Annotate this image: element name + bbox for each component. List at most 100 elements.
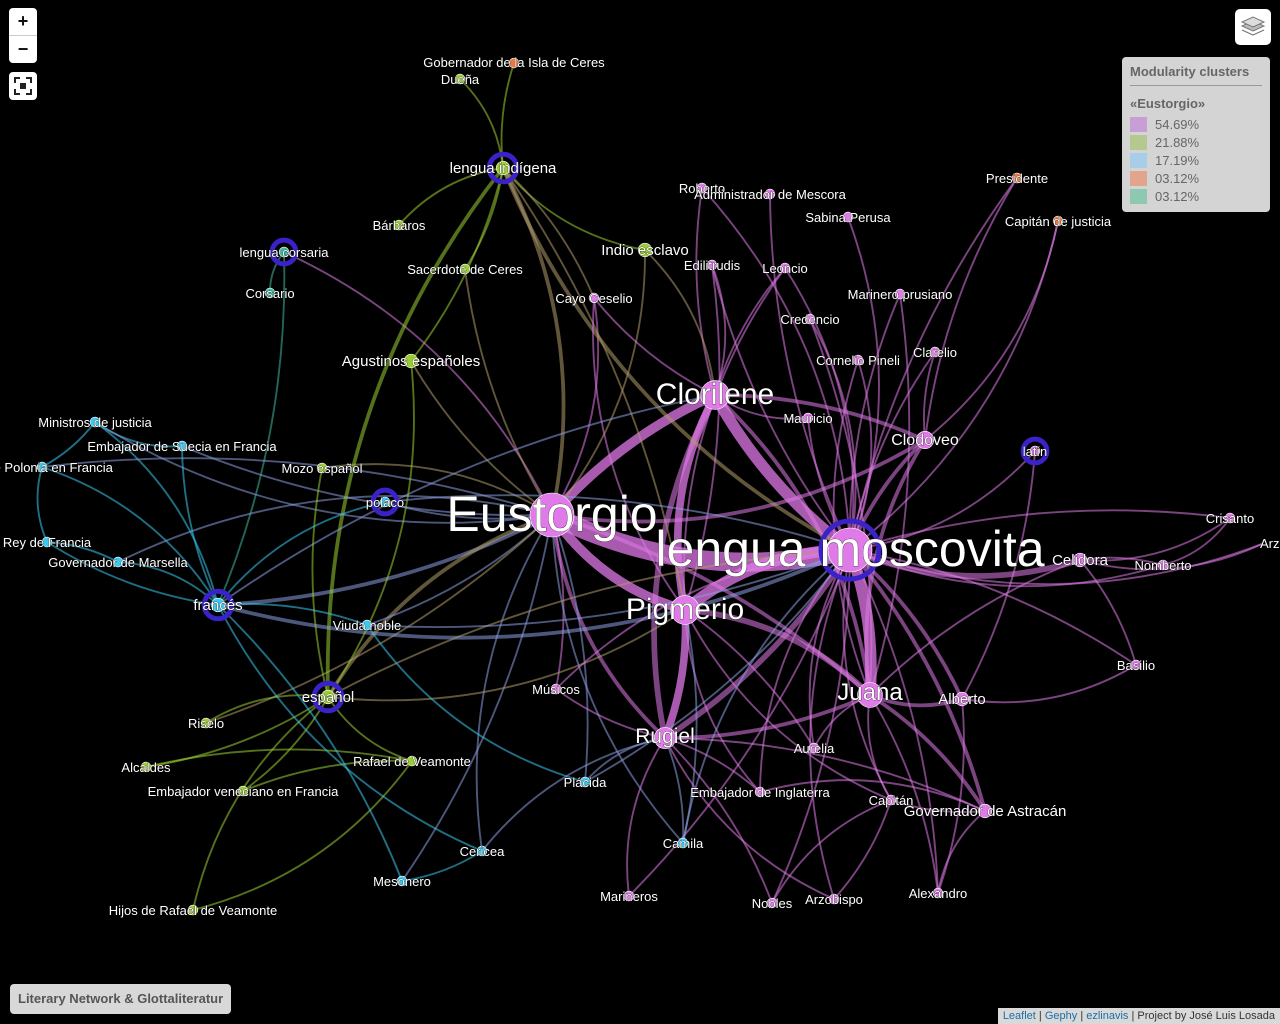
node-embingl[interactable] bbox=[754, 786, 766, 798]
edge-leoncio-pigmerio bbox=[682, 267, 786, 611]
node-mozo[interactable] bbox=[316, 462, 328, 474]
node-label-embingl: Embajador de Inglaterra bbox=[690, 785, 830, 800]
node-cericea[interactable] bbox=[476, 845, 488, 857]
node-polaco[interactable] bbox=[379, 496, 391, 508]
ezlinavis-link[interactable]: ezlinavis bbox=[1086, 1010, 1129, 1022]
node-arzobispo[interactable] bbox=[828, 893, 840, 905]
node-label-indigena: lengua indígena bbox=[450, 160, 557, 177]
node-riselo[interactable] bbox=[200, 717, 212, 729]
edge-eustorgio-camila bbox=[551, 514, 684, 844]
node-juana[interactable] bbox=[857, 682, 883, 708]
legend-item: 03.12% bbox=[1130, 169, 1262, 187]
edge-indigena-pigmerio bbox=[502, 167, 686, 611]
node-capitan[interactable] bbox=[885, 794, 897, 806]
node-alberto[interactable] bbox=[954, 691, 970, 707]
node-clorilene[interactable] bbox=[700, 380, 730, 410]
node-govastra[interactable] bbox=[977, 803, 993, 819]
node-marineros[interactable] bbox=[623, 890, 635, 902]
edge-pigmerio-capitan bbox=[684, 609, 892, 801]
node-embsuecia[interactable] bbox=[176, 440, 188, 452]
node-eustorgio[interactable] bbox=[529, 492, 575, 538]
fullscreen-button[interactable] bbox=[9, 72, 37, 100]
node-marinerop[interactable] bbox=[894, 288, 906, 300]
node-mesonero[interactable] bbox=[396, 875, 408, 887]
edge-viuda-placida bbox=[366, 624, 586, 783]
edge-indigena-indio bbox=[502, 167, 646, 251]
node-ministros[interactable] bbox=[89, 416, 101, 428]
node-frances[interactable] bbox=[210, 597, 226, 613]
node-sabina[interactable] bbox=[842, 211, 854, 223]
node-alexandro[interactable] bbox=[932, 887, 944, 899]
node-cornelio[interactable] bbox=[852, 354, 864, 366]
node-aurelia[interactable] bbox=[808, 742, 820, 754]
node-label-mauricio: Mauricio bbox=[783, 411, 832, 426]
edge-frances-cericea bbox=[217, 604, 483, 852]
edge-moscovita-leoncio bbox=[784, 267, 855, 551]
node-label-clarelio: Clarelio bbox=[913, 345, 957, 360]
node-embpolonia[interactable] bbox=[36, 461, 48, 473]
node-rafael[interactable] bbox=[406, 755, 418, 767]
node-moscovita[interactable] bbox=[827, 527, 873, 573]
node-cayo[interactable] bbox=[588, 292, 600, 304]
edge-frances-ministros bbox=[94, 421, 219, 606]
node-crisanto[interactable] bbox=[1224, 512, 1236, 524]
node-celidora[interactable] bbox=[1072, 552, 1088, 568]
edge-juana-rugiel bbox=[664, 693, 871, 740]
edge-nomberto-crisanto bbox=[1162, 517, 1231, 566]
edge-celidora-crisanto bbox=[1079, 517, 1231, 562]
node-edilitrudis[interactable] bbox=[706, 259, 718, 271]
node-rugiel[interactable] bbox=[654, 727, 676, 749]
node-duena[interactable] bbox=[454, 73, 466, 85]
leaflet-link[interactable]: Leaflet bbox=[1002, 1010, 1036, 1022]
node-espanol[interactable] bbox=[320, 689, 336, 705]
edge-juana-govastra bbox=[868, 693, 987, 813]
node-corsario[interactable] bbox=[264, 287, 276, 299]
node-basilio[interactable] bbox=[1130, 659, 1142, 671]
node-label-latin: latín bbox=[1023, 444, 1048, 459]
node-hijos[interactable] bbox=[187, 904, 199, 916]
node-corsaria[interactable] bbox=[278, 246, 290, 258]
node-label-capitan: Capitán bbox=[869, 793, 914, 808]
node-alcaldes[interactable] bbox=[140, 761, 152, 773]
node-label-crisanto: Crisanto bbox=[1206, 511, 1254, 526]
node-latin[interactable] bbox=[1029, 445, 1041, 457]
node-leoncio[interactable] bbox=[779, 262, 791, 274]
node-indio[interactable] bbox=[637, 242, 653, 258]
node-mauricio[interactable] bbox=[802, 412, 814, 424]
node-label-gobernador: Gobernador de la Isla de Ceres bbox=[423, 55, 605, 70]
node-pigmerio[interactable] bbox=[670, 595, 700, 625]
node-gobernador[interactable] bbox=[508, 57, 520, 69]
node-label-eustorgio: Eustorgio bbox=[446, 486, 657, 542]
node-agustinos[interactable] bbox=[403, 353, 419, 369]
node-nobles[interactable] bbox=[766, 897, 778, 909]
node-presidente[interactable] bbox=[1011, 172, 1023, 184]
zoom-in-button[interactable]: + bbox=[17, 11, 29, 31]
node-nomberto[interactable] bbox=[1157, 559, 1169, 571]
edge-govastra-embingl bbox=[759, 779, 986, 812]
legend-label: 17.19% bbox=[1155, 152, 1200, 168]
node-capjust[interactable] bbox=[1052, 215, 1064, 227]
zoom-out-button[interactable]: − bbox=[9, 35, 37, 63]
node-label-aurelia: Aurelia bbox=[794, 741, 835, 756]
node-roberto[interactable] bbox=[696, 182, 708, 194]
node-sacerdote[interactable] bbox=[459, 263, 471, 275]
node-credencio[interactable] bbox=[804, 313, 816, 325]
layers-button[interactable] bbox=[1235, 9, 1271, 45]
edge-moscovita-sabina bbox=[847, 216, 880, 551]
node-clarelio[interactable] bbox=[929, 346, 941, 358]
node-embven[interactable] bbox=[237, 785, 249, 797]
edge-rugiel-cericea bbox=[481, 737, 666, 852]
node-musicos[interactable] bbox=[550, 683, 562, 695]
node-indigena[interactable] bbox=[495, 160, 511, 176]
node-govmarsella[interactable] bbox=[112, 556, 124, 568]
node-camila[interactable] bbox=[677, 837, 689, 849]
node-label-moscovita: lengua moscovita bbox=[655, 521, 1044, 577]
node-barbaros[interactable] bbox=[393, 219, 405, 231]
node-placida[interactable] bbox=[579, 776, 591, 788]
gephy-link[interactable]: Gephy bbox=[1044, 1010, 1078, 1022]
node-viuda[interactable] bbox=[361, 619, 373, 631]
node-clodoveo[interactable] bbox=[915, 430, 934, 449]
node-rey[interactable] bbox=[41, 536, 53, 548]
node-admin[interactable] bbox=[764, 188, 776, 200]
